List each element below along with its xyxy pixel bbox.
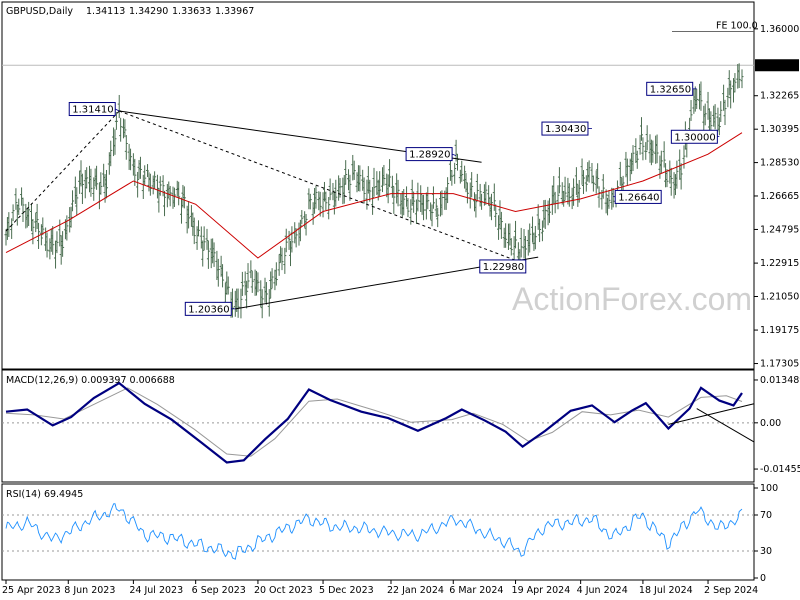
rsi-panel	[1, 483, 755, 581]
annotation-box	[670, 129, 718, 144]
annotation-box	[541, 121, 589, 136]
price-title: GBPUSD,Daily	[6, 6, 73, 17]
price-ytick-label: 1.26665	[760, 191, 799, 202]
fe-label: FE 100.0	[716, 21, 758, 32]
annotation-label: 1.30430	[545, 124, 586, 135]
ohlc-close: 1.33967	[215, 6, 254, 17]
price-ytick-label: 1.32265	[760, 91, 799, 102]
xtick-label: 6 Mar 2024	[449, 585, 503, 596]
xtick-label: 24 Jul 2023	[129, 585, 183, 596]
price-ytick-label: 1.36000	[760, 24, 799, 35]
annotation-label: 1.28920	[409, 150, 450, 161]
price-ytick-label: 1.30395	[760, 124, 799, 135]
xtick-label: 25 Apr 2023	[2, 585, 61, 596]
annotation-leader	[451, 153, 457, 156]
annotation-box	[405, 147, 453, 162]
price-layer: FE 100.0 1.31410 1.20360 1.28920 1.22980 1.30…	[2, 21, 758, 319]
annotation-label: 1.20360	[188, 304, 229, 315]
rsi-layer	[2, 503, 754, 560]
moving-average-line	[5, 132, 743, 259]
rsi-line	[5, 503, 743, 560]
annotation-box	[479, 259, 527, 274]
xtick-label: 2 Sep 2024	[704, 585, 758, 596]
price-ytick-label: 1.24795	[760, 224, 799, 235]
macd-layer	[2, 381, 755, 464]
xtick-label: 22 Jan 2024	[387, 585, 444, 596]
watermark: ActionForex.com	[512, 281, 752, 317]
xtick-label: 4 Jun 2024	[577, 585, 628, 596]
rsi-ytick-label: 70	[760, 510, 772, 521]
macd-ytick-label: 0.013489	[760, 375, 800, 386]
rsi-ytick-label: 30	[760, 546, 772, 557]
rsi-title: RSI(14) 69.4945	[6, 489, 83, 500]
price-ytick-label: 1.28530	[760, 158, 799, 169]
macd-ytick-label: -0.014554	[760, 464, 800, 475]
price-ytick-label: 1.17305	[760, 359, 799, 370]
annotation-label: 1.31410	[72, 105, 113, 116]
xtick-label: 8 Jun 2023	[64, 585, 115, 596]
macd-ytick-label: 0.00	[760, 418, 781, 429]
trendline-falling	[119, 110, 520, 263]
axis-layer: 1.36000 1.32265 1.30395 1.28530 1.26665 1.247…	[2, 24, 800, 596]
annotation-box	[646, 81, 694, 96]
last-price-label: 1.33967	[758, 61, 797, 72]
macd-trendline	[668, 403, 755, 425]
annotation-box	[614, 189, 662, 204]
macd-signal-line	[5, 387, 743, 457]
xtick-label: 18 Jul 2024	[639, 585, 693, 596]
last-price-box	[755, 59, 799, 72]
xtick-label: 20 Oct 2023	[254, 585, 313, 596]
macd-main-line	[5, 381, 743, 464]
ohlc-low: 1.33633	[172, 6, 211, 17]
annotation-box	[68, 102, 116, 117]
annotation-leader	[115, 108, 120, 112]
xtick-label: 5 Dec 2023	[319, 585, 374, 596]
macd-title: MACD(12,26,9) 0.009397 0.006688	[6, 375, 175, 386]
annotation-label: 1.26640	[618, 192, 659, 203]
annotation-box	[184, 301, 232, 316]
rsi-ytick-label: 0	[760, 573, 766, 584]
macd-trendline	[696, 408, 755, 443]
xtick-label: 6 Sep 2023	[192, 585, 246, 596]
ohlc-high: 1.34290	[129, 6, 168, 17]
annotation-label: 1.30000	[674, 132, 715, 143]
annotation-label: 1.32650	[650, 84, 691, 95]
price-ytick-label: 1.21050	[760, 291, 799, 302]
price-ytick-label: 1.19175	[760, 325, 799, 336]
xtick-label: 19 Apr 2024	[512, 585, 571, 596]
price-ytick-label: 1.22915	[760, 258, 799, 269]
annotation-label: 1.22980	[483, 262, 524, 273]
rsi-ytick-label: 100	[760, 483, 778, 494]
ohlc-open: 1.34113	[86, 6, 125, 17]
